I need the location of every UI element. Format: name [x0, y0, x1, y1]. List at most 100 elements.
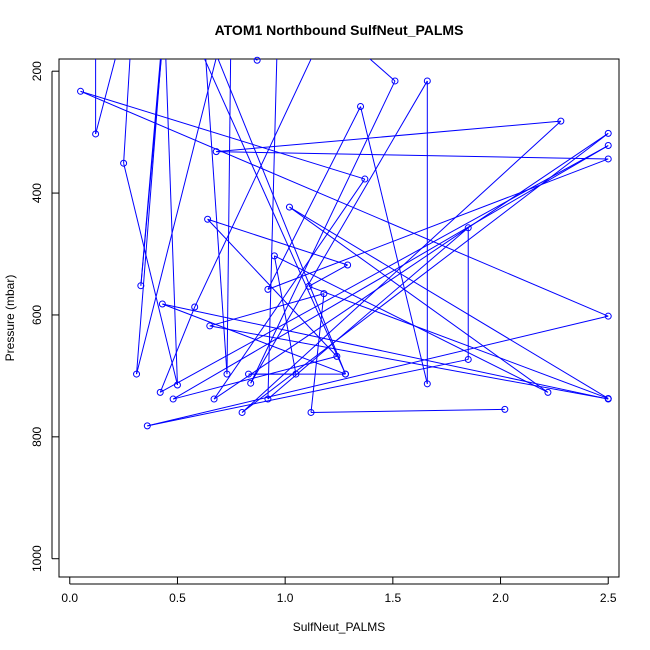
series-segment — [207, 218, 348, 266]
data-series — [77, 56, 612, 430]
series-segment — [136, 59, 162, 375]
series-segment — [123, 59, 131, 164]
series-segment — [274, 255, 549, 393]
series-segment — [123, 163, 178, 386]
data-point — [212, 148, 220, 156]
data-point — [604, 312, 612, 320]
data-point — [341, 370, 349, 378]
data-point — [292, 370, 300, 378]
data-point — [604, 142, 612, 150]
data-point — [204, 215, 212, 223]
x-tick-label: 2.0 — [492, 591, 509, 605]
data-point — [238, 408, 246, 416]
data-point — [210, 395, 218, 403]
chart-title: ATOM1 Northbound SulfNeut_PALMS — [215, 22, 464, 38]
y-axis: 200 400 600 800 1000 — [30, 61, 59, 572]
series-segment — [267, 158, 609, 290]
series-segment — [95, 59, 116, 135]
series-segment — [159, 145, 609, 393]
data-point — [357, 103, 365, 111]
y-tick-label: 200 — [30, 61, 44, 81]
data-point — [333, 352, 341, 360]
x-axis-label: SulfNeut_PALMS — [293, 620, 386, 634]
data-point — [247, 379, 255, 387]
y-axis-label: Pressure (mbar) — [3, 275, 17, 362]
series-segment — [310, 408, 505, 413]
series-segment — [213, 132, 609, 400]
data-point — [158, 300, 166, 308]
series-segment — [250, 80, 396, 384]
data-point — [143, 422, 151, 430]
series-segment — [209, 325, 609, 400]
series-segment — [213, 178, 366, 400]
series-segment — [308, 285, 609, 399]
x-tick-label: 0.5 — [169, 591, 186, 605]
x-axis: 0.0 0.5 1.0 1.5 2.0 2.5 — [61, 577, 617, 605]
data-point — [361, 175, 369, 183]
data-point — [544, 388, 552, 396]
series-segment — [205, 59, 228, 375]
data-point — [423, 77, 431, 85]
series-segment — [173, 355, 337, 400]
series-segment — [172, 145, 609, 400]
data-point — [270, 252, 278, 260]
data-point — [206, 322, 214, 330]
series-segment — [204, 59, 346, 375]
x-tick-label: 1.0 — [277, 591, 294, 605]
y-tick-label: 600 — [30, 305, 44, 325]
data-point — [156, 388, 164, 396]
data-point — [137, 282, 145, 290]
series-segment — [273, 255, 297, 375]
series-segment — [194, 59, 312, 308]
y-tick-label: 800 — [30, 427, 44, 447]
data-point — [191, 303, 199, 311]
series-lines — [80, 59, 609, 427]
data-point — [501, 405, 509, 413]
data-point — [391, 77, 399, 85]
data-point — [307, 408, 315, 416]
series-segment — [289, 206, 549, 393]
data-point — [245, 370, 253, 378]
data-point — [92, 130, 100, 138]
series-segment — [147, 358, 469, 427]
data-point — [120, 159, 128, 167]
data-point — [133, 370, 141, 378]
data-point — [223, 370, 231, 378]
data-point — [423, 380, 431, 388]
y-tick-label: 400 — [30, 183, 44, 203]
series-segment — [360, 106, 428, 384]
data-point — [305, 282, 313, 290]
data-point — [285, 203, 293, 211]
x-tick-label: 1.5 — [385, 591, 402, 605]
series-segment — [216, 151, 609, 160]
series-segment — [369, 59, 396, 82]
series-segment — [159, 306, 196, 393]
series-segment — [216, 120, 561, 153]
series-segment — [80, 90, 609, 317]
data-point — [464, 355, 472, 363]
data-point — [77, 87, 85, 95]
series-segment — [310, 293, 325, 413]
plot-frame — [58, 58, 620, 578]
y-tick-label: 1000 — [30, 545, 44, 572]
data-point — [264, 395, 272, 403]
x-tick-label: 2.5 — [600, 591, 617, 605]
data-point — [253, 56, 261, 64]
series-segment — [267, 59, 278, 400]
data-point — [604, 395, 612, 403]
series-segment — [267, 227, 469, 400]
data-point — [344, 261, 352, 269]
series-segment — [207, 218, 338, 357]
series-segment — [289, 206, 609, 399]
data-point — [604, 155, 612, 163]
series-segment — [165, 59, 178, 386]
data-point — [604, 129, 612, 137]
series-segment — [308, 264, 348, 287]
data-point — [264, 285, 272, 293]
data-point — [320, 290, 328, 298]
series-segment — [147, 315, 609, 427]
series-segment — [136, 59, 217, 375]
series-segment — [241, 120, 562, 413]
series-segment — [241, 132, 609, 413]
